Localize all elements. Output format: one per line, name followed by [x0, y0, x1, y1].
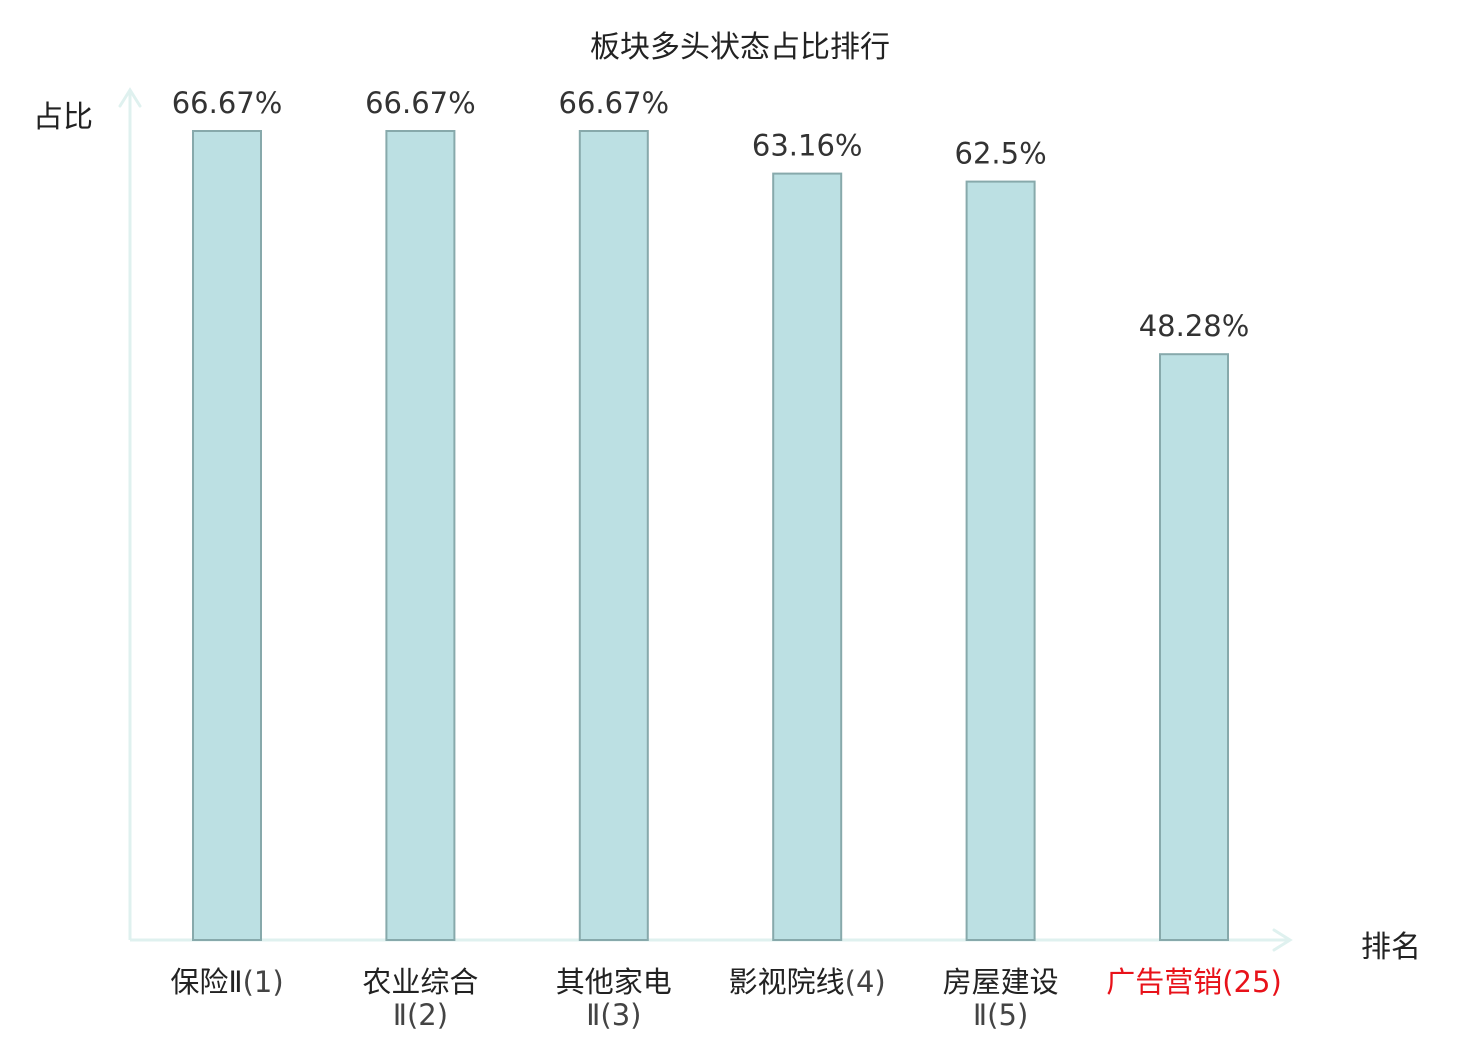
x-tick-rank: Ⅱ(2)	[392, 998, 449, 1032]
x-tick-label-3: 其他家电 Ⅱ(3)	[514, 966, 714, 1032]
bars	[192, 130, 1229, 942]
y-axis-title: 占比	[33, 100, 93, 135]
bar-value-label-1: 66.67%	[172, 86, 283, 120]
x-tick-label-4: 影视院线(4)	[707, 966, 907, 999]
x-tick-label-6: 广告营销(25)	[1094, 966, 1294, 999]
bar-1	[192, 130, 262, 941]
x-tick-name: 广告营销	[1106, 965, 1223, 999]
x-axis-arrow	[1272, 928, 1293, 952]
y-axis-arrow	[118, 87, 142, 108]
x-tick-rank: (4)	[844, 965, 886, 999]
bar-value-label-5: 62.5%	[955, 137, 1047, 171]
bar-4	[772, 172, 843, 942]
bar-5	[965, 180, 1036, 942]
x-tick-label-2: 农业综合 Ⅱ(2)	[320, 966, 520, 1032]
x-tick-name: 影视院线	[728, 965, 845, 999]
bar-value-label-3: 66.67%	[559, 86, 670, 120]
axes	[118, 87, 1293, 952]
x-tick-rank: Ⅱ(5)	[972, 998, 1029, 1032]
bar-3	[578, 130, 649, 941]
bar-6	[1159, 353, 1229, 941]
bar-2	[385, 130, 456, 941]
chart-title: 板块多头状态占比排行	[590, 30, 890, 65]
x-tick-rank: Ⅱ(3)	[586, 998, 642, 1032]
bar-value-label-2: 66.67%	[365, 86, 476, 120]
bar-value-label-6: 48.28%	[1139, 309, 1250, 343]
bar-value-label-4: 63.16%	[752, 129, 863, 163]
x-axis-title: 排名	[1361, 930, 1421, 965]
x-tick-name: 保险Ⅱ	[170, 965, 243, 999]
x-tick-name: 房屋建设	[942, 965, 1059, 999]
x-tick-rank: (1)	[242, 965, 284, 999]
value-labels: 66.67% 66.67% 66.67% 63.16% 62.5% 48.28%	[172, 86, 1250, 343]
x-tick-label-5: 房屋建设 Ⅱ(5)	[901, 966, 1101, 1032]
x-tick-name: 其他家电	[555, 965, 672, 999]
x-tick-rank: (25)	[1222, 965, 1282, 999]
x-tick-name: 农业综合	[362, 965, 479, 999]
x-tick-label-1: 保险Ⅱ(1)	[127, 966, 327, 999]
